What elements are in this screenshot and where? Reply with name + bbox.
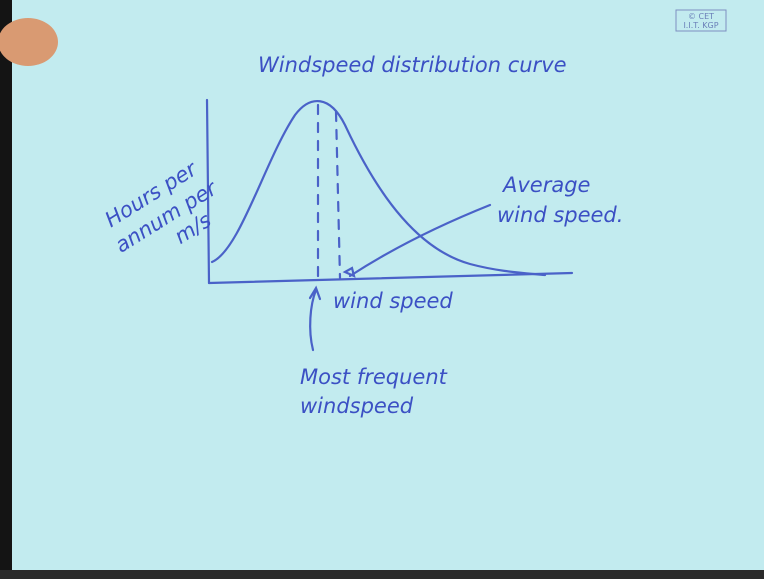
annotation: Most frequent [300,365,448,389]
left-edge [0,0,12,579]
logo-box [675,9,727,32]
finger [0,18,58,66]
dashed-line [334,110,342,280]
most-frequent-pointer [309,288,318,352]
distribution-curve [210,99,547,277]
x-label: wind speed [333,289,453,313]
annotation: windspeed [300,394,414,418]
title: Windspeed distribution curve [258,53,567,77]
logo-text: © CET [688,12,714,21]
annotation: Average [501,173,590,197]
y-axis [205,98,211,285]
average-pointer [348,203,492,278]
paper [10,0,764,570]
logo-text: I.I.T. KGP [683,21,718,30]
arrow-head [342,266,356,278]
bottom-edge [0,570,764,579]
x-axis [207,271,574,285]
annotation: wind speed. [497,203,623,227]
arrow-head [308,285,322,301]
